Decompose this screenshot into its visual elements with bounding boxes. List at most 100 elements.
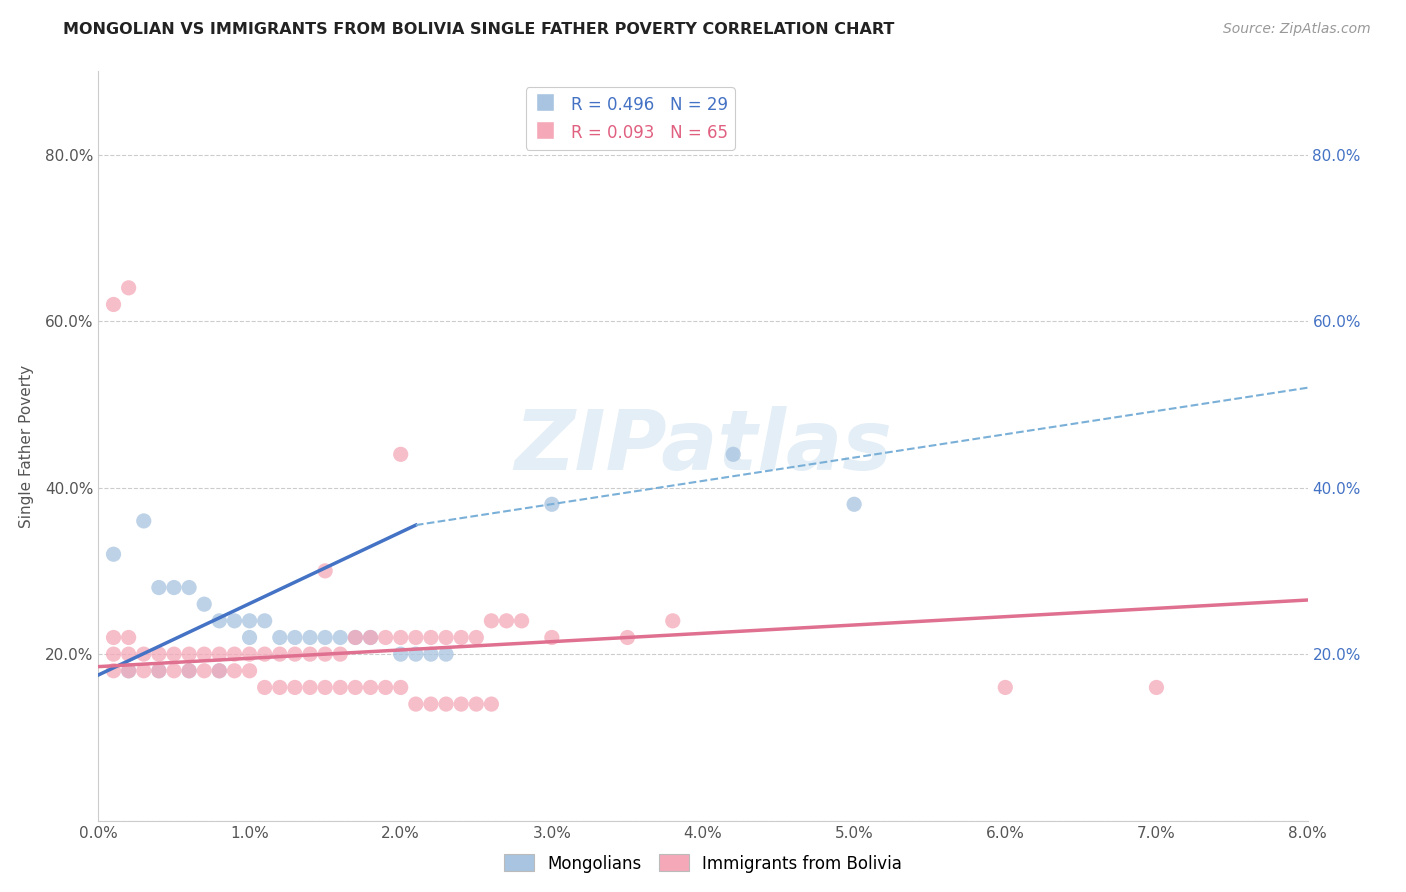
- Point: [616, 631, 638, 645]
- Point: [329, 681, 352, 695]
- Point: [103, 547, 125, 561]
- Point: [389, 647, 412, 661]
- Point: [389, 631, 412, 645]
- Point: [163, 664, 186, 678]
- Point: [299, 647, 322, 661]
- Point: [420, 647, 443, 661]
- Y-axis label: Single Father Poverty: Single Father Poverty: [18, 365, 34, 527]
- Point: [208, 647, 231, 661]
- Point: [374, 681, 396, 695]
- Point: [132, 647, 155, 661]
- Point: [481, 697, 503, 711]
- Point: [253, 681, 276, 695]
- Point: [994, 681, 1017, 695]
- Point: [661, 614, 683, 628]
- Point: [344, 681, 367, 695]
- Point: [360, 631, 382, 645]
- Point: [360, 631, 382, 645]
- Text: ZIPatlas: ZIPatlas: [515, 406, 891, 486]
- Point: [510, 614, 533, 628]
- Point: [239, 614, 262, 628]
- Legend: Mongolians, Immigrants from Bolivia: Mongolians, Immigrants from Bolivia: [498, 847, 908, 880]
- Point: [253, 647, 276, 661]
- Point: [434, 647, 457, 661]
- Point: [540, 631, 562, 645]
- Point: [208, 664, 231, 678]
- Point: [344, 631, 367, 645]
- Point: [314, 631, 336, 645]
- Point: [299, 631, 322, 645]
- Point: [224, 647, 246, 661]
- Point: [148, 647, 170, 661]
- Point: [103, 664, 125, 678]
- Point: [389, 447, 412, 461]
- Point: [465, 697, 488, 711]
- Point: [844, 497, 866, 511]
- Point: [329, 647, 352, 661]
- Point: [208, 664, 231, 678]
- Point: [314, 564, 336, 578]
- Point: [450, 697, 472, 711]
- Point: [344, 631, 367, 645]
- Point: [420, 697, 443, 711]
- Point: [118, 664, 141, 678]
- Point: [103, 631, 125, 645]
- Point: [269, 631, 291, 645]
- Point: [481, 614, 503, 628]
- Point: [405, 647, 427, 661]
- Point: [132, 664, 155, 678]
- Point: [239, 647, 262, 661]
- Text: Source: ZipAtlas.com: Source: ZipAtlas.com: [1223, 22, 1371, 37]
- Point: [405, 697, 427, 711]
- Point: [284, 647, 307, 661]
- Point: [465, 631, 488, 645]
- Point: [118, 664, 141, 678]
- Point: [269, 681, 291, 695]
- Point: [434, 631, 457, 645]
- Point: [239, 664, 262, 678]
- Point: [179, 664, 201, 678]
- Point: [450, 631, 472, 645]
- Point: [163, 581, 186, 595]
- Point: [360, 681, 382, 695]
- Point: [148, 664, 170, 678]
- Point: [179, 664, 201, 678]
- Point: [329, 631, 352, 645]
- Point: [420, 631, 443, 645]
- Point: [224, 664, 246, 678]
- Point: [314, 647, 336, 661]
- Point: [374, 631, 396, 645]
- Point: [193, 647, 215, 661]
- Point: [540, 497, 562, 511]
- Point: [179, 647, 201, 661]
- Point: [1146, 681, 1168, 695]
- Point: [118, 281, 141, 295]
- Point: [163, 647, 186, 661]
- Point: [389, 681, 412, 695]
- Point: [193, 664, 215, 678]
- Point: [179, 581, 201, 595]
- Point: [224, 614, 246, 628]
- Point: [103, 647, 125, 661]
- Point: [148, 581, 170, 595]
- Point: [118, 647, 141, 661]
- Point: [253, 614, 276, 628]
- Point: [314, 681, 336, 695]
- Point: [269, 647, 291, 661]
- Point: [103, 297, 125, 311]
- Point: [118, 631, 141, 645]
- Point: [132, 514, 155, 528]
- Point: [495, 614, 517, 628]
- Point: [284, 681, 307, 695]
- Legend: R = 0.496   N = 29, R = 0.093   N = 65: R = 0.496 N = 29, R = 0.093 N = 65: [526, 87, 735, 150]
- Point: [434, 697, 457, 711]
- Text: MONGOLIAN VS IMMIGRANTS FROM BOLIVIA SINGLE FATHER POVERTY CORRELATION CHART: MONGOLIAN VS IMMIGRANTS FROM BOLIVIA SIN…: [63, 22, 894, 37]
- Point: [239, 631, 262, 645]
- Point: [208, 614, 231, 628]
- Point: [405, 631, 427, 645]
- Point: [193, 597, 215, 611]
- Point: [284, 631, 307, 645]
- Point: [299, 681, 322, 695]
- Point: [148, 664, 170, 678]
- Point: [723, 447, 745, 461]
